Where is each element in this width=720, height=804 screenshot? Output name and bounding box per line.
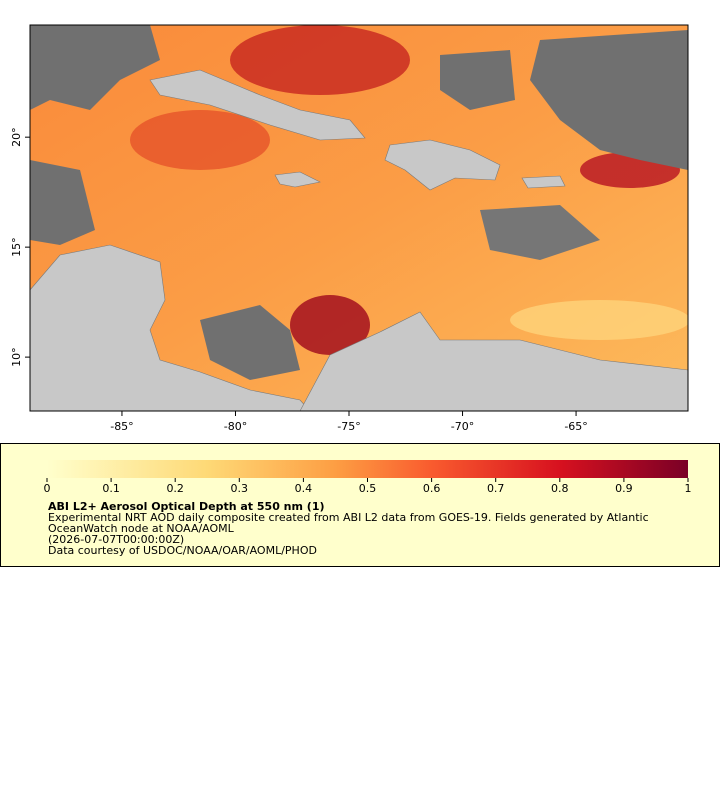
colorbar-tick-label: 0.8 (551, 482, 569, 495)
colorbar-tick-label: 0.5 (359, 482, 377, 495)
legend-title: ABI L2+ Aerosol Optical Depth at 550 nm … (48, 500, 325, 513)
colorbar-tick-label: 0.1 (102, 482, 120, 495)
x-tick-label: -80° (224, 420, 247, 433)
colorbar-tick-label: 0.3 (231, 482, 249, 495)
x-tick-label: -85° (110, 420, 133, 433)
y-tick-label: 20° (10, 127, 23, 147)
map-image (30, 25, 688, 411)
colorbar-tick-label: 0.6 (423, 482, 441, 495)
y-tick-label: 15° (10, 237, 23, 257)
colorbar-tick-label: 0.9 (615, 482, 633, 495)
legend-line: OceanWatch node at NOAA/AOML (48, 522, 235, 535)
colorbar (47, 460, 688, 478)
legend-line: Data courtesy of USDOC/NOAA/OAR/AOML/PHO… (48, 544, 317, 557)
legend-line: (2026-07-07T00:00:00Z) (48, 533, 184, 546)
colorbar-tick-label: 0.7 (487, 482, 505, 495)
colorbar-tick-label: 0.2 (166, 482, 184, 495)
x-tick-label: -65° (564, 420, 587, 433)
colorbar-tick-label: 0 (44, 482, 51, 495)
colorbar-tick-label: 1 (685, 482, 692, 495)
map-frame (29, 24, 689, 412)
x-tick-label: -70° (451, 420, 474, 433)
y-tick-label: 10° (10, 347, 23, 367)
colorbar-tick-label: 0.4 (295, 482, 313, 495)
x-tick-label: -75° (337, 420, 360, 433)
legend-line: Experimental NRT AOD daily composite cre… (48, 511, 649, 524)
